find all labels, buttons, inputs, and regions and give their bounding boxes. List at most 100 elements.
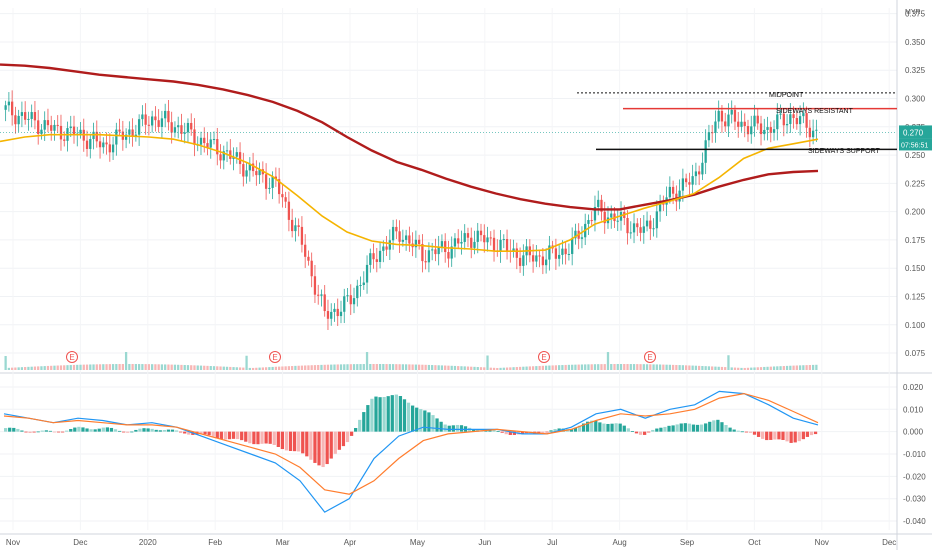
volume-bar: [255, 367, 258, 370]
candle-body: [209, 139, 212, 148]
candle-body: [14, 115, 17, 125]
macd-histogram-bar: [423, 410, 427, 432]
candle-body: [320, 294, 323, 296]
macd-histogram-bar: [708, 421, 712, 432]
macd-histogram-bar: [354, 428, 358, 432]
volume-bar: [72, 364, 76, 370]
candle-body: [190, 122, 193, 130]
candle-body: [789, 114, 792, 125]
macd-histogram-bar: [24, 431, 28, 433]
volume-bar: [541, 365, 545, 370]
macd-histogram-bar: [85, 428, 89, 432]
macd-histogram-bar: [109, 427, 114, 432]
macd-histogram-bar: [651, 429, 655, 432]
volume-bar: [313, 365, 317, 370]
macd-histogram-bar: [647, 431, 651, 433]
macd-histogram-bar: [150, 428, 154, 432]
volume-bar: [759, 367, 763, 370]
candle-body: [522, 255, 525, 266]
volume-bar: [782, 366, 785, 370]
candle-body: [245, 170, 248, 177]
macd-histogram-bar: [305, 431, 309, 457]
macd-histogram-bar: [117, 430, 122, 432]
candle-body: [720, 110, 724, 122]
candle-body: [463, 233, 466, 242]
macd-histogram-bar: [77, 426, 81, 432]
volume-bar: [395, 364, 398, 370]
macd-histogram-bar: [264, 431, 268, 444]
macd-histogram-bar: [252, 431, 256, 445]
volume-bar: [209, 366, 212, 370]
candle-body: [798, 116, 802, 125]
candle-body: [515, 248, 518, 258]
candle-body: [437, 246, 440, 255]
candle-body: [43, 120, 46, 130]
candle-body: [668, 186, 671, 198]
candle-body: [24, 112, 27, 120]
volume-bar: [496, 367, 499, 370]
y-tick-label: 0.300: [905, 95, 926, 104]
candle-body: [404, 235, 408, 240]
macd-histogram-bar: [20, 430, 24, 432]
macd-histogram-bar: [602, 423, 606, 432]
volume-bar: [479, 367, 483, 370]
volume-bar: [251, 367, 255, 370]
volume-bar: [190, 365, 193, 370]
volume-bar: [694, 365, 698, 370]
candle-body: [603, 211, 606, 224]
candle-body: [4, 105, 7, 110]
macd-histogram-bar: [187, 431, 191, 435]
volume-bar: [811, 364, 815, 370]
candle-body: [167, 110, 170, 123]
volume-bar: [369, 364, 372, 370]
candle-body: [124, 134, 128, 140]
candle-body: [160, 118, 164, 127]
candle-body: [616, 220, 619, 222]
volume-bar: [105, 364, 108, 370]
candle-body: [297, 225, 300, 227]
earnings-marker-label: E: [647, 353, 652, 362]
volume-bar: [642, 364, 645, 370]
macd-histogram-bar: [691, 424, 696, 432]
volume-bar: [509, 367, 512, 370]
candle-body: [554, 248, 558, 259]
volume-bar: [177, 364, 180, 370]
candle-body: [258, 169, 261, 176]
macd-histogram-bar: [427, 412, 431, 432]
volume-bar: [258, 367, 261, 370]
macd-histogram-bar: [398, 396, 403, 432]
candle-body: [30, 112, 33, 119]
candle-body: [564, 248, 567, 255]
candle-body: [408, 235, 411, 244]
candle-body: [538, 255, 541, 257]
candle-body: [391, 226, 395, 241]
macd-histogram-bar: [4, 428, 8, 432]
candle-body: [782, 113, 785, 126]
macd-histogram-bar: [508, 431, 512, 435]
macd-histogram-bar: [73, 427, 77, 432]
volume-bar: [378, 364, 382, 370]
candle-body: [333, 308, 336, 312]
candle-body: [756, 115, 759, 124]
candle-body: [440, 241, 444, 247]
candle-body: [304, 244, 307, 257]
volume-bar: [238, 367, 242, 370]
candle-body: [173, 127, 177, 133]
volume-bar: [17, 367, 20, 370]
candle-body: [300, 226, 304, 245]
macd-histogram-bar: [56, 431, 61, 433]
candle-body: [287, 201, 291, 220]
volume-bar: [4, 356, 7, 370]
candle-body: [795, 118, 798, 125]
macd-histogram-bar: [447, 425, 451, 432]
candle-body: [206, 143, 209, 148]
candle-body: [294, 225, 297, 232]
volume-bar: [291, 366, 294, 370]
macd-histogram-bar: [227, 431, 232, 440]
volume-bar: [652, 364, 655, 370]
countdown-tag-text: 07:56:51: [901, 142, 928, 149]
volume-bar: [59, 365, 63, 370]
volume-bar: [714, 366, 717, 370]
